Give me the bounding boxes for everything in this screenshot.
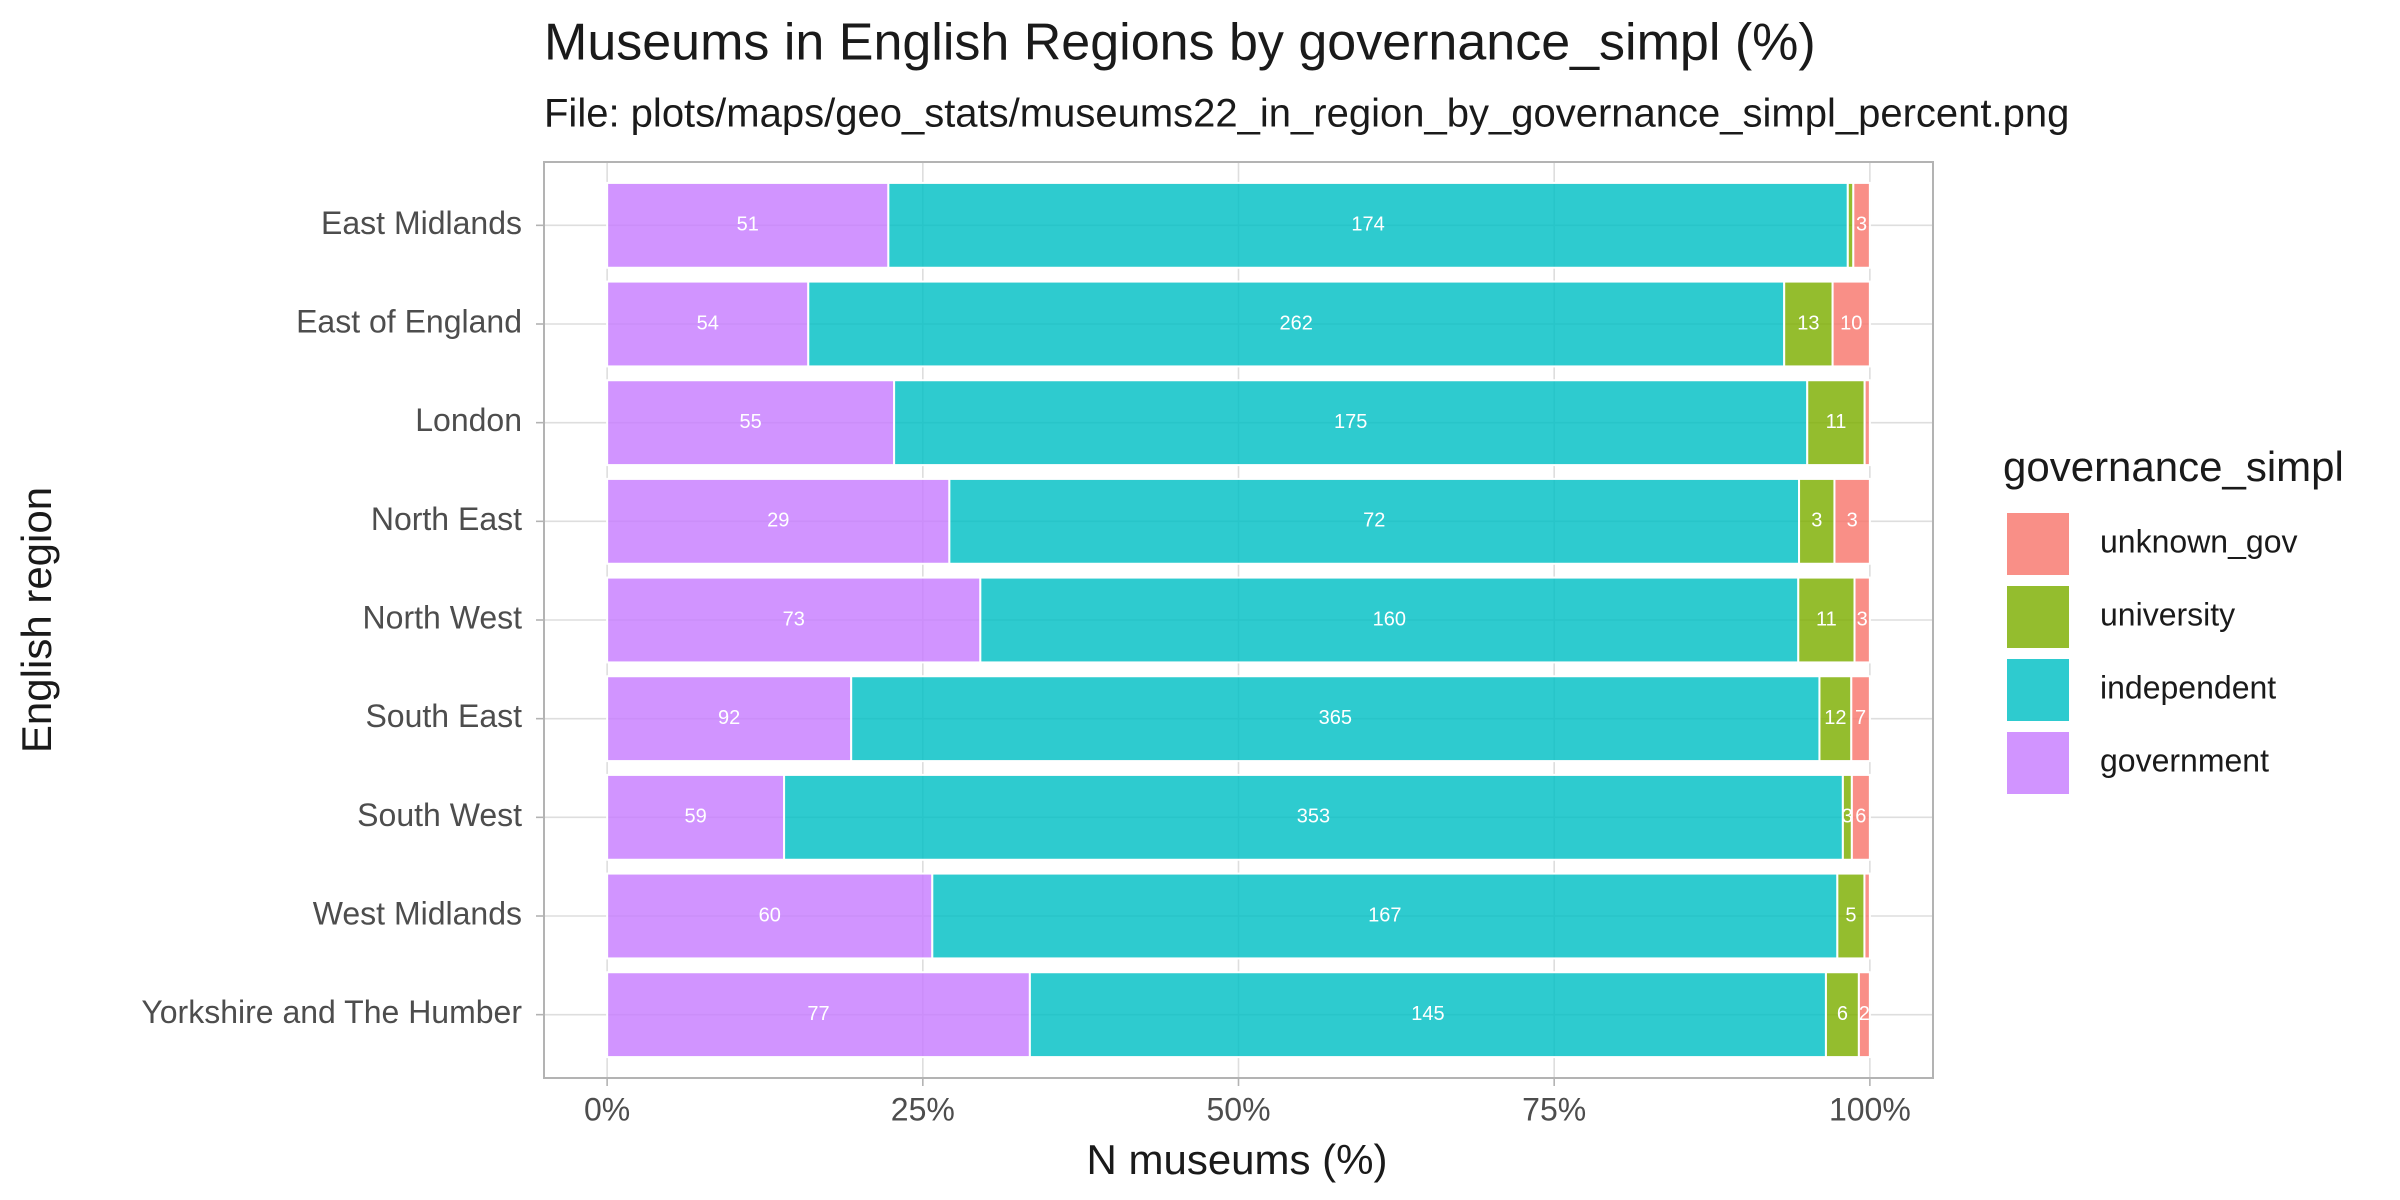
y-tick-label: South West (357, 797, 522, 833)
data-label: 5 (1845, 904, 1856, 926)
y-tick-label: Yorkshire and The Humber (141, 994, 522, 1030)
legend-label: government (2100, 742, 2269, 778)
data-label: 262 (1280, 312, 1313, 334)
data-label: 55 (740, 411, 762, 433)
bar-segment (1863, 872, 1871, 960)
bar-segment (1850, 675, 1871, 763)
bar-segment (931, 872, 1839, 960)
bar-segment (606, 675, 853, 763)
data-label: 160 (1373, 608, 1406, 630)
bar-segment (1797, 576, 1856, 664)
bar-segment (606, 971, 1031, 1059)
data-label: 72 (1363, 510, 1385, 532)
x-axis-title: N museums (%) (1086, 1136, 1387, 1183)
legend-title: governance_simpl (2003, 443, 2344, 490)
y-axis-title: English region (13, 487, 60, 753)
panel-border (543, 161, 1934, 1079)
data-label: 6 (1855, 806, 1866, 828)
data-label: 73 (783, 608, 805, 630)
data-label: 11 (1816, 608, 1837, 630)
x-tick-label: 50% (1206, 1091, 1270, 1127)
data-label: 7 (1855, 707, 1866, 729)
bar-segment (850, 675, 1821, 763)
data-label: 12 (1824, 707, 1846, 729)
data-label: 60 (759, 904, 781, 926)
data-label: 3 (1857, 608, 1868, 630)
data-label: 51 (737, 214, 759, 236)
data-label: 11 (1826, 411, 1847, 433)
bar-segment (1831, 280, 1871, 368)
data-label: 3 (1842, 806, 1853, 828)
data-label: 29 (767, 510, 789, 532)
x-tick-label: 25% (891, 1091, 955, 1127)
legend-key (2007, 659, 2069, 721)
legend-key (2007, 513, 2069, 575)
bar-segment (606, 477, 951, 565)
data-label: 13 (1797, 312, 1819, 334)
data-label: 174 (1351, 214, 1384, 236)
data-label: 365 (1319, 707, 1352, 729)
data-label: 175 (1334, 411, 1367, 433)
y-tick-label: South East (365, 698, 522, 734)
bar-segment (606, 181, 890, 269)
bar-segment (1850, 773, 1871, 861)
legend-label: independent (2100, 669, 2276, 705)
bar-segment (1798, 477, 1836, 565)
data-label: 145 (1411, 1003, 1444, 1025)
bar-segment (606, 379, 896, 467)
legend-key (2007, 586, 2069, 648)
y-tick-label: East of England (296, 303, 522, 339)
bar-segment (1824, 971, 1860, 1059)
chart-subtitle: File: plots/maps/geo_stats/museums22_in_… (544, 92, 2069, 136)
bar-segment (979, 576, 1800, 664)
bar-segment (1852, 181, 1871, 269)
y-tick-label: London (415, 402, 522, 438)
x-tick-label: 100% (1829, 1091, 1911, 1127)
bar-segment (1806, 379, 1866, 467)
bar-segment (887, 181, 1849, 269)
data-label: 167 (1368, 904, 1401, 926)
bar-segment (1863, 379, 1871, 467)
data-label: 3 (1847, 510, 1858, 532)
data-label: 54 (697, 312, 719, 334)
y-tick-label: North West (363, 599, 523, 635)
data-label: 3 (1811, 510, 1822, 532)
data-label: 10 (1840, 312, 1862, 334)
bar-segment (1857, 971, 1871, 1059)
y-tick-label: West Midlands (313, 895, 522, 931)
y-tick-label: East Midlands (321, 205, 522, 241)
legend-key (2007, 732, 2069, 794)
bar-segment (606, 576, 982, 664)
legend-label: unknown_gov (2100, 523, 2297, 559)
legend-label: university (2100, 596, 2235, 632)
bar-segment (948, 477, 1801, 565)
data-label: 92 (718, 707, 740, 729)
x-tick-label: 0% (584, 1091, 630, 1127)
bar-segment (1853, 576, 1871, 664)
bar-segment (606, 773, 786, 861)
bar-segment (606, 872, 934, 960)
data-label: 6 (1837, 1003, 1848, 1025)
data-label: 77 (807, 1003, 829, 1025)
x-tick-label: 75% (1522, 1091, 1586, 1127)
data-label: 353 (1297, 806, 1330, 828)
data-label: 2 (1859, 1003, 1870, 1025)
bar-segment (807, 280, 1786, 368)
bar-segment (1833, 477, 1871, 565)
bar-segment (783, 773, 1844, 861)
data-label: 3 (1856, 214, 1867, 236)
y-tick-label: North East (371, 501, 522, 537)
chart-title: Museums in English Regions by governance… (544, 14, 1816, 72)
bar-segment (893, 379, 1809, 467)
data-label: 59 (684, 806, 706, 828)
